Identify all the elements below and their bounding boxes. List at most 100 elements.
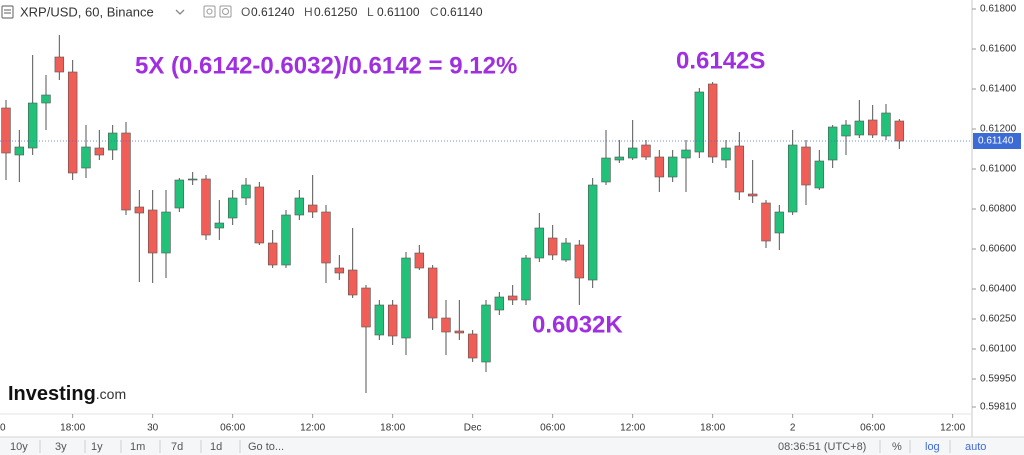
candle-body [374,304,385,336]
candle-body [147,209,158,254]
candle-body [721,147,731,161]
range-button[interactable]: 10y [10,441,28,453]
candle-body [347,269,358,296]
candle-body [694,91,705,153]
x-tick-label: 2 [790,423,796,434]
candle-body [81,146,91,169]
range-button[interactable]: 1m [130,441,145,453]
candle-body [14,146,25,156]
x-tick-label: 0 [0,423,6,434]
y-tick-label: 0.61800 [980,4,1017,15]
candle-body [787,144,798,213]
candle-body [547,237,558,256]
candle-body [814,160,825,189]
ohlc-name: C [430,5,439,19]
x-tick-label: 18:00 [60,423,85,434]
candle-body [494,296,505,311]
candle-body [134,206,145,214]
candle-body [307,204,318,213]
clock: 08:36:51 (UTC+8) [778,441,866,453]
candle-body [321,211,331,264]
candle-body [334,267,345,274]
candle-body [401,257,411,339]
ohlc-value: 0.61240 [251,5,295,19]
candle-body [627,147,638,159]
candle-body [667,156,678,178]
candle-body [534,227,545,259]
chevron[interactable] [175,9,185,15]
ohlc-value: 0.61100 [377,5,420,19]
range-button[interactable]: 1d [210,441,222,453]
candle-body [641,144,651,158]
price-label-bg [973,133,1021,149]
y-tick-label: 0.61400 [980,84,1017,95]
y-tick-label: 0.59950 [980,374,1017,385]
candle-body [241,184,251,199]
candle-body [54,56,65,73]
x-tick-label: 06:00 [220,423,245,434]
candle-body [254,186,265,244]
candle-body [601,157,611,183]
x-tick-label: 18:00 [380,423,405,434]
candle-body [521,257,531,301]
candle-body [654,156,665,178]
percent-toggle[interactable]: % [892,441,902,453]
candle-body [214,222,225,229]
ohlc-value: 0.61250 [314,5,358,19]
y-tick-label: 0.60100 [980,344,1017,355]
candle-body [41,94,51,104]
candle-body [174,179,185,209]
watermark-suffix: .com [96,386,126,402]
toggle-icons[interactable] [203,5,232,18]
x-tick-label: 18:00 [700,423,725,434]
candle-body [107,132,118,151]
ohlc-name: O [241,5,250,19]
y-tick-label: 0.61200 [980,124,1017,135]
menu-icon[interactable] [1,5,14,19]
candle-body [441,317,451,333]
candle-body [854,120,865,136]
candle-body [614,156,625,161]
y-tick-label: 0.60800 [980,204,1017,215]
toolbar-bg [0,437,1024,455]
candle-body [507,295,518,301]
x-tick-label: Dec [464,423,482,434]
ohlc-legend: O 0.61240 H 0.61250 L 0.61100 C 0.61140 [241,5,483,19]
watermark-brand: Investing [8,383,96,405]
candle-body [387,304,398,337]
candle-body [761,202,771,242]
y-tick-label: 0.60400 [980,284,1017,295]
candle-body [121,132,131,211]
candle-body [227,197,238,219]
candle-body [454,330,465,334]
candle-body [681,149,691,159]
range-button[interactable]: 1y [91,441,103,453]
x-tick-label: 12:00 [300,423,325,434]
y-tick-label: 0.60600 [980,244,1017,255]
goto-button[interactable]: Go to... [248,441,284,453]
price-label: 0.61140 [978,136,1014,147]
annotation: 5X (0.6142-0.6032)/0.6142 = 9.12% [135,52,517,79]
candle-body [841,124,851,137]
range-button[interactable]: 7d [171,441,183,453]
y-tick-label: 0.61600 [980,44,1017,55]
x-tick-label: 12:00 [620,423,645,434]
candle-body [161,211,171,254]
x-tick-label: 06:00 [540,423,565,434]
candle-body [187,178,198,181]
candle-body [881,112,891,137]
annotation: 0.6142S [676,47,765,74]
candle-body [801,146,811,186]
candle-body [734,145,745,193]
candle-body [267,242,278,266]
candle-body [361,287,371,328]
candle-body [707,83,718,158]
candle-body [867,119,878,136]
log-toggle[interactable]: log [925,441,940,453]
auto-toggle[interactable]: auto [965,441,986,453]
candle-body [294,197,305,216]
range-button[interactable]: 3y [55,441,67,453]
candle-body [587,184,598,281]
